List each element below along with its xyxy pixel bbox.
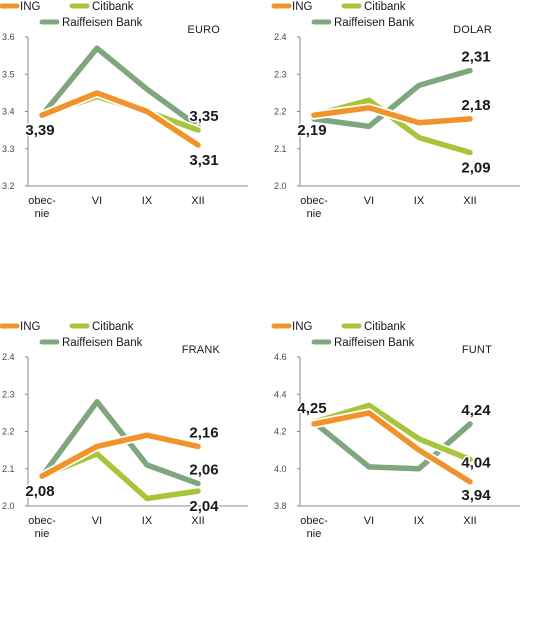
dolar-svg: ING Citibank Raiffeisen Bank DOLAR 2.0 2.1 2.2… xyxy=(271,1,520,220)
y-tick-label: 3.3 xyxy=(2,144,15,154)
data-label: 2,06 xyxy=(189,462,218,479)
data-label: 4,24 xyxy=(461,402,491,419)
data-label: 2,31 xyxy=(461,49,490,66)
legend-label-citi: Citibank xyxy=(92,1,134,13)
legend-label-ing: ING xyxy=(292,321,313,333)
euro-svg: ING Citibank Raiffeisen Bank EURO 3.2 3.3 3.4 3… xyxy=(0,1,248,220)
x-tick-label: VI xyxy=(92,515,102,527)
data-label: 3,31 xyxy=(189,152,218,169)
x-tick-label: XII xyxy=(191,515,204,527)
data-label: 3,39 xyxy=(25,122,54,139)
x-tick-label: obec-nie xyxy=(28,515,56,540)
x-tick-label: XII xyxy=(191,195,204,207)
series-line-ing xyxy=(39,432,201,479)
legend-label-raif: Raiffeisen Bank xyxy=(334,17,415,29)
y-tick-label: 2.4 xyxy=(2,352,15,362)
x-tick-label: VI xyxy=(92,195,102,207)
y-tick-label: 3.8 xyxy=(274,501,287,511)
chart-title: FUNT xyxy=(462,344,492,356)
chart-title: DOLAR xyxy=(453,24,492,36)
y-tick-label: 2.1 xyxy=(2,464,15,474)
y-tick-label: 3.5 xyxy=(2,69,15,79)
legend-label-raif: Raiffeisen Bank xyxy=(334,337,415,349)
data-label: 4,04 xyxy=(461,454,491,471)
y-tick-label: 2.4 xyxy=(274,32,287,42)
data-label: 2,18 xyxy=(461,97,490,114)
x-tick-label: XII xyxy=(463,515,476,527)
series-line-ing xyxy=(39,90,201,148)
legend-label-raif: Raiffeisen Bank xyxy=(62,337,143,349)
legend-label-citi: Citibank xyxy=(364,321,406,333)
legend: ING Citibank Raiffeisen Bank xyxy=(271,321,415,349)
x-tick-label: obec-nie xyxy=(28,195,56,220)
y-tick-label: 2.3 xyxy=(274,69,287,79)
data-label: 2,04 xyxy=(189,498,219,515)
legend: ING Citibank Raiffeisen Bank xyxy=(271,1,415,29)
data-label: 4,25 xyxy=(297,400,326,417)
y-tick-label: 4.2 xyxy=(274,427,287,437)
x-tick-label: obec-nie xyxy=(300,195,328,220)
y-tick-label: 3.6 xyxy=(2,32,15,42)
y-tick-label: 2.1 xyxy=(274,144,287,154)
euro-chart: ING Citibank Raiffeisen Bank EURO 3.2 3.3 3.4 3… xyxy=(0,0,272,320)
legend-label-ing: ING xyxy=(292,1,313,13)
x-tick-label: VI xyxy=(364,515,374,527)
y-tick-label: 2.3 xyxy=(2,389,15,399)
chart-title: FRANK xyxy=(182,344,221,356)
series-line-ing xyxy=(311,105,473,126)
x-tick-label: XII xyxy=(463,195,476,207)
y-tick-label: 2.2 xyxy=(274,107,287,117)
y-tick-label: 3.4 xyxy=(2,107,15,117)
y-tick-label: 2.0 xyxy=(274,181,287,191)
legend-label-raif: Raiffeisen Bank xyxy=(62,17,143,29)
data-label: 3,94 xyxy=(461,487,491,504)
dolar-chart: ING Citibank Raiffeisen Bank DOLAR 2.0 2.1 2.2… xyxy=(271,0,544,320)
y-tick-label: 2.2 xyxy=(2,427,15,437)
data-label: 2,08 xyxy=(25,483,54,500)
x-tick-label: IX xyxy=(414,515,425,527)
y-tick-label: 4.6 xyxy=(274,352,287,362)
series-line-raif xyxy=(39,45,201,130)
x-tick-label: IX xyxy=(142,195,153,207)
legend-label-citi: Citibank xyxy=(92,321,134,333)
y-tick-label: 4.4 xyxy=(274,389,287,399)
legend-label-ing: ING xyxy=(20,321,41,333)
data-label: 2,16 xyxy=(189,424,218,441)
chart-title: EURO xyxy=(187,24,220,36)
legend: ING Citibank Raiffeisen Bank xyxy=(0,1,143,29)
funt-svg: ING Citibank Raiffeisen Bank FUNT 3.8 4.0 4.2 4… xyxy=(271,321,520,540)
series-line-raif xyxy=(39,398,201,487)
x-tick-label: VI xyxy=(364,195,374,207)
series-line-ing xyxy=(311,410,473,485)
y-tick-label: 3.2 xyxy=(2,181,15,191)
frank-chart: ING Citibank Raiffeisen Bank FRANK 2.0 2.1 2.2… xyxy=(0,320,272,640)
funt-chart: ING Citibank Raiffeisen Bank FUNT 3.8 4.0 4.2 4… xyxy=(271,320,544,640)
legend: ING Citibank Raiffeisen Bank xyxy=(0,321,143,349)
legend-label-citi: Citibank xyxy=(364,1,406,13)
x-tick-label: obec-nie xyxy=(300,515,328,540)
data-label: 2,19 xyxy=(297,122,326,139)
y-tick-label: 4.0 xyxy=(274,464,287,474)
x-tick-label: IX xyxy=(142,515,153,527)
series-line-citi xyxy=(311,402,473,463)
frank-svg: ING Citibank Raiffeisen Bank FRANK 2.0 2.1 2.2… xyxy=(0,321,248,540)
y-tick-label: 2.0 xyxy=(2,501,15,511)
x-tick-label: IX xyxy=(414,195,425,207)
legend-label-ing: ING xyxy=(20,1,41,13)
data-label: 3,35 xyxy=(189,108,218,125)
data-label: 2,09 xyxy=(461,159,490,176)
series-line-raif xyxy=(311,67,473,130)
